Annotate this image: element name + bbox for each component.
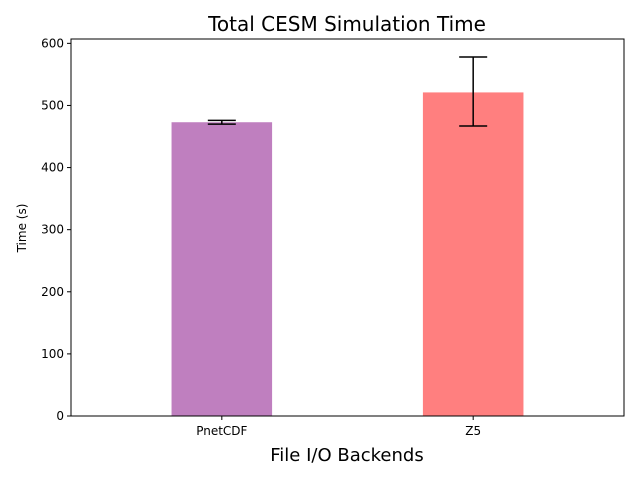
x-tick-label-pnetcdf: PnetCDF <box>196 424 247 438</box>
x-axis-label: File I/O Backends <box>270 445 423 466</box>
y-tick-label-400: 400 <box>41 161 64 175</box>
x-tick-label-z5: Z5 <box>465 424 481 438</box>
y-tick-label-300: 300 <box>41 223 64 237</box>
plot-area: PnetCDF Z5 0 100 200 300 400 500 600 <box>41 36 625 438</box>
bar-pnetcdf <box>171 122 273 416</box>
axes-frame <box>70 38 625 417</box>
y-tick-label-500: 500 <box>41 98 64 112</box>
chart-title: Total CESM Simulation Time <box>207 12 486 36</box>
y-tick-label-600: 600 <box>41 36 64 50</box>
y-tick-label-0: 0 <box>56 409 64 423</box>
y-tick-label-100: 100 <box>41 347 64 361</box>
y-axis-label: Time (s) <box>15 204 29 254</box>
y-tick-label-200: 200 <box>41 285 64 299</box>
bar-z5 <box>422 92 524 416</box>
